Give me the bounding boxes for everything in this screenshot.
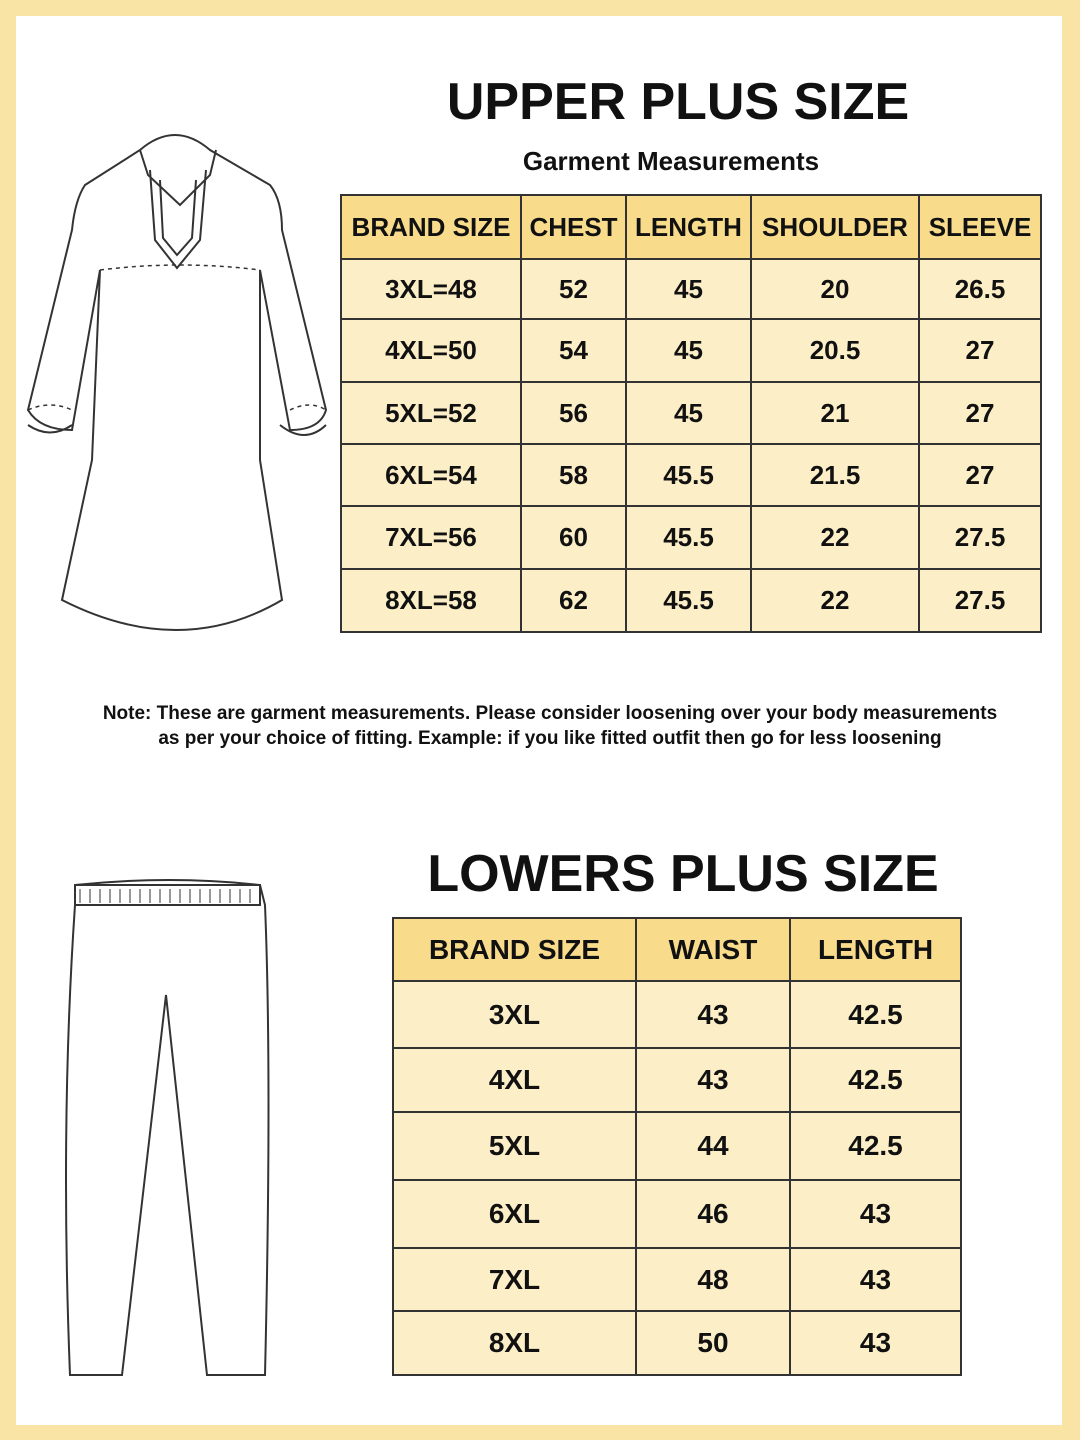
table-cell: 45.5 xyxy=(627,445,752,507)
table-cell: 44 xyxy=(637,1113,791,1181)
table-cell: 43 xyxy=(791,1312,962,1376)
table-cell: 54 xyxy=(522,320,627,383)
note-line: as per your choice of fitting. Example: … xyxy=(158,728,942,749)
note-line: Note: These are garment measurements. Pl… xyxy=(102,703,998,724)
table-cell: 45.5 xyxy=(627,507,752,570)
table-cell: 8XL xyxy=(394,1312,637,1376)
table-cell: 45 xyxy=(627,320,752,383)
table-cell: 46 xyxy=(637,1181,791,1249)
table-cell: 26.5 xyxy=(920,260,1042,320)
header-cell: CHEST xyxy=(522,196,627,260)
table-cell: 3XL=48 xyxy=(342,260,522,320)
table-cell: 50 xyxy=(637,1312,791,1376)
header-cell: SHOULDER xyxy=(752,196,920,260)
table-cell: 27.5 xyxy=(920,507,1042,570)
upper-title: UPPER PLUS SIZE xyxy=(446,73,910,131)
table-cell: 45 xyxy=(627,260,752,320)
header-cell: SLEEVE xyxy=(920,196,1042,260)
table-cell: 43 xyxy=(637,982,791,1049)
table-cell: 58 xyxy=(522,445,627,507)
table-cell: 6XL xyxy=(394,1181,637,1249)
table-cell: 48 xyxy=(637,1249,791,1312)
table-cell: 4XL xyxy=(394,1049,637,1113)
upper-subtitle: Garment Measurements xyxy=(522,146,820,176)
header-cell: BRAND SIZE xyxy=(394,919,637,982)
table-cell: 7XL xyxy=(394,1249,637,1312)
table-cell: 22 xyxy=(752,507,920,570)
header-cell: WAIST xyxy=(637,919,791,982)
table-cell: 62 xyxy=(522,570,627,633)
table-cell: 43 xyxy=(791,1249,962,1312)
table-cell: 6XL=54 xyxy=(342,445,522,507)
lower-table: BRAND SIZE WAIST LENGTH 3XL 43 42.5 4XL 43 42.5 5… xyxy=(392,917,962,1376)
table-cell: 3XL xyxy=(394,982,637,1049)
table-cell: 8XL=58 xyxy=(342,570,522,633)
header-cell: LENGTH xyxy=(627,196,752,260)
table-cell: 45.5 xyxy=(627,570,752,633)
kurta-drawing xyxy=(26,134,328,631)
table-cell: 45 xyxy=(627,383,752,445)
table-cell: 21.5 xyxy=(752,445,920,507)
table-cell: 20 xyxy=(752,260,920,320)
table-cell: 42.5 xyxy=(791,1049,962,1113)
table-cell: 5XL xyxy=(394,1113,637,1181)
header-cell: LENGTH xyxy=(791,919,962,982)
table-cell: 42.5 xyxy=(791,982,962,1049)
table-cell: 7XL=56 xyxy=(342,507,522,570)
table-cell: 5XL=52 xyxy=(342,383,522,445)
upper-table: BRAND SIZE CHEST LENGTH SHOULDER SLEEVE 3XL=4… xyxy=(340,194,1042,633)
table-cell: 52 xyxy=(522,260,627,320)
table-cell: 4XL=50 xyxy=(342,320,522,383)
table-cell: 21 xyxy=(752,383,920,445)
table-cell: 27 xyxy=(920,445,1042,507)
table-cell: 56 xyxy=(522,383,627,445)
table-cell: 42.5 xyxy=(791,1113,962,1181)
table-cell: 20.5 xyxy=(752,320,920,383)
header-cell: BRAND SIZE xyxy=(342,196,522,260)
table-cell: 43 xyxy=(637,1049,791,1113)
table-cell: 43 xyxy=(791,1181,962,1249)
table-cell: 27 xyxy=(920,383,1042,445)
table-cell: 22 xyxy=(752,570,920,633)
table-cell: 27.5 xyxy=(920,570,1042,633)
pants-drawing xyxy=(65,879,270,1376)
lower-title: LOWERS PLUS SIZE xyxy=(427,845,939,903)
table-cell: 27 xyxy=(920,320,1042,383)
table-cell: 60 xyxy=(522,507,627,570)
